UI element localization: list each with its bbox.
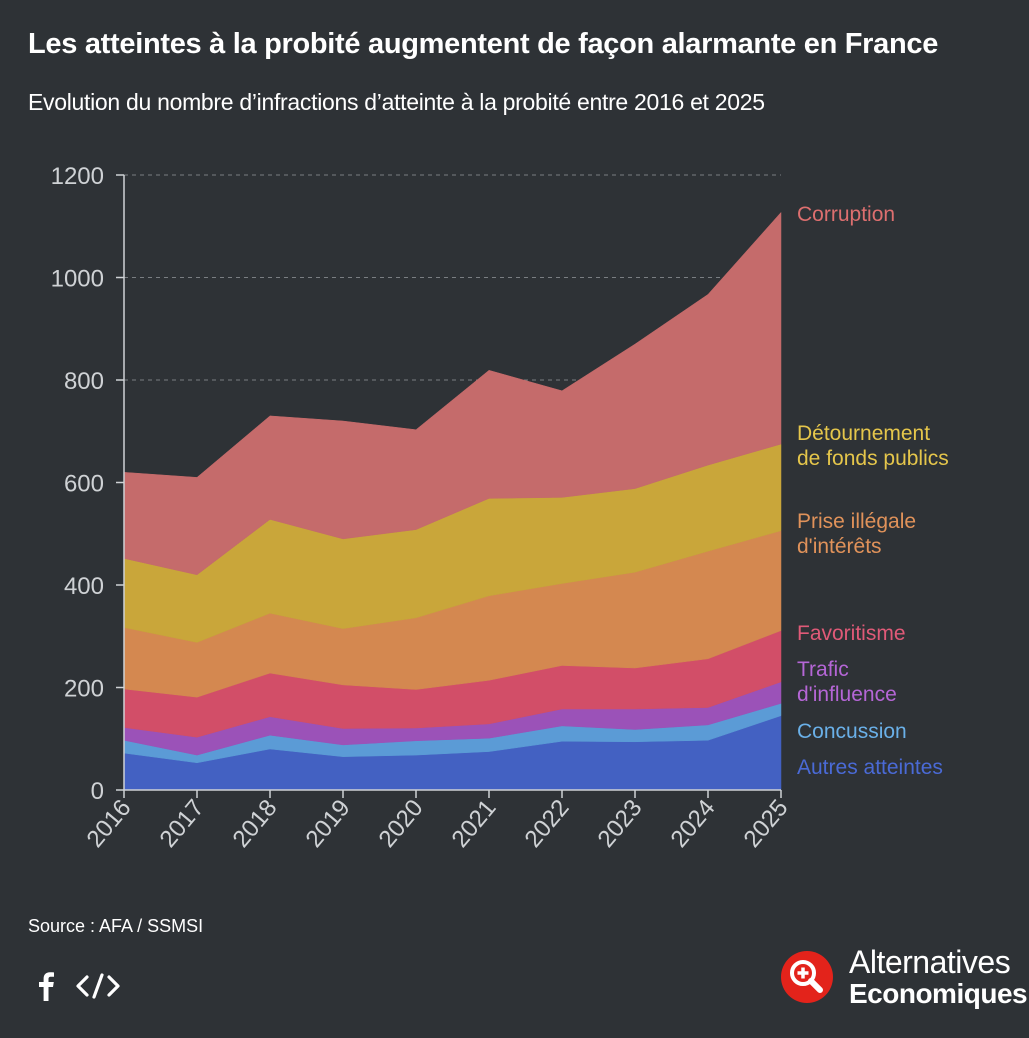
series-label: d'intérêts (797, 535, 882, 558)
series-label: de fonds publics (797, 447, 949, 470)
x-tick-label: 2023 (593, 795, 648, 853)
y-tick-label: 400 (64, 573, 104, 600)
x-tick-label: 2018 (228, 795, 283, 853)
series-label: Favoritisme (797, 622, 906, 645)
series-label: Détournement (797, 422, 930, 445)
x-tick-label: 2020 (374, 795, 429, 853)
y-tick-label: 0 (91, 778, 104, 805)
x-tick-label: 2021 (447, 795, 502, 853)
series-label: Concussion (797, 720, 907, 743)
magnifier-plus-logo (781, 951, 833, 1003)
y-tick-label: 200 (64, 676, 104, 703)
x-tick-label: 2025 (739, 795, 794, 853)
series-label: d'influence (797, 683, 897, 706)
y-tick-label: 1000 (51, 266, 104, 293)
y-tick-label: 800 (64, 368, 104, 395)
source-note: Source : AFA / SSMSI (28, 916, 204, 936)
x-tick-label: 2017 (155, 795, 210, 853)
chart-subtitle: Evolution du nombre d’infractions d’atte… (28, 89, 765, 115)
brand-name-line1: Alternatives (849, 944, 1011, 980)
chart-title: Les atteintes à la probité augmentent de… (28, 28, 939, 60)
area-series-6 (123, 211, 782, 576)
series-label: Prise illégale (797, 510, 916, 533)
share-embed-button[interactable] (74, 968, 122, 1004)
facebook-icon (39, 972, 54, 1001)
y-tick-label: 1200 (51, 163, 104, 190)
y-tick-label: 600 (64, 471, 104, 498)
x-tick-label: 2019 (301, 795, 356, 853)
x-tick-label: 2024 (666, 795, 721, 853)
series-label: Trafic (797, 658, 849, 681)
brand-logo-link[interactable]: Alternatives Economiques (780, 944, 1028, 1014)
series-label: Autres atteintes (797, 756, 943, 779)
x-tick-label: 2022 (520, 795, 575, 853)
series-label: Corruption (797, 203, 895, 226)
share-facebook-button[interactable] (34, 968, 58, 1004)
embed-code-icon (76, 973, 120, 999)
brand-name-line2: Economiques (849, 978, 1028, 1009)
